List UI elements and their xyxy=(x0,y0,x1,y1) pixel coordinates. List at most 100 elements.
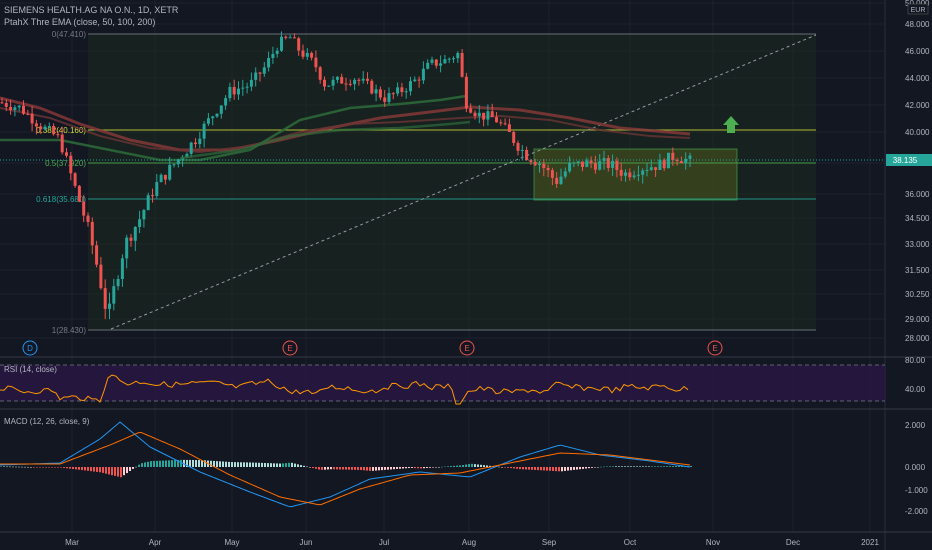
macd-histogram-bar xyxy=(510,467,512,469)
macd-histogram-bar xyxy=(546,467,548,471)
macd-histogram-bar xyxy=(657,466,659,467)
macd-histogram-bar xyxy=(117,467,119,477)
macd-histogram-bar xyxy=(333,467,335,470)
consolidation-box[interactable] xyxy=(533,148,738,201)
macd-histogram-bar xyxy=(567,467,569,471)
macd-histogram-bar xyxy=(432,467,434,468)
macd-histogram-bar xyxy=(450,466,452,467)
candle-body xyxy=(426,62,430,69)
candle-body xyxy=(22,105,25,114)
candle-body xyxy=(172,164,176,166)
fib-lines: 0(47.410) 0.382(40.160) 0.5(37.920) 0.618(3… xyxy=(36,30,816,335)
macd-histogram-bar xyxy=(141,463,143,467)
macd-axis[interactable]: 2.000 0.000 -1.000 -2.000 xyxy=(905,421,928,516)
macd-histogram-bar xyxy=(558,467,560,472)
macd-histogram-bar xyxy=(237,462,239,467)
macd-histogram-bar xyxy=(306,466,308,468)
macd-histogram-bar xyxy=(477,464,479,467)
macd-histogram-bar xyxy=(660,466,662,467)
macd-histogram-bar xyxy=(3,466,5,468)
macd-histogram-bar xyxy=(441,466,443,468)
price-tick-label: 46.000 xyxy=(905,47,930,56)
candle-body xyxy=(675,160,679,162)
candle-body xyxy=(430,59,434,63)
macd-histogram-bar xyxy=(294,463,296,467)
candle-body xyxy=(434,59,438,66)
macd-histogram-bar xyxy=(0,466,2,467)
candle-body xyxy=(366,78,369,81)
macd-histogram-bar xyxy=(48,467,50,468)
macd-histogram-bar xyxy=(351,467,353,470)
macd-histogram-bar xyxy=(102,467,104,473)
macd-histogram-bar xyxy=(363,467,365,471)
macd-histogram-bar xyxy=(51,467,53,468)
macd-histogram-bar xyxy=(507,467,509,468)
candle-body xyxy=(224,98,228,106)
macd-histogram-bar xyxy=(666,466,668,467)
candle-body xyxy=(576,161,580,163)
candle-body xyxy=(684,158,688,164)
candle-body xyxy=(503,123,507,125)
macd-histogram-bar xyxy=(21,466,23,468)
macd-histogram-bar xyxy=(456,465,458,467)
candle-body xyxy=(490,111,494,118)
currency-label: EUR xyxy=(911,7,926,14)
candle-body xyxy=(138,219,142,228)
candle-body xyxy=(215,113,219,117)
candle-body xyxy=(546,167,550,171)
candle-body xyxy=(327,85,331,87)
macd-histogram-bar xyxy=(522,467,524,470)
macd-histogram-bar xyxy=(18,466,20,468)
macd-histogram-bar xyxy=(342,467,344,470)
candle-body xyxy=(168,164,172,180)
candle-body xyxy=(439,63,443,66)
candle-body xyxy=(241,87,245,89)
time-axis[interactable]: Mar Apr May Jun Jul Aug Sep Oct Nov Dec 2021 xyxy=(65,538,879,547)
macd-histogram-bar xyxy=(45,467,47,468)
macd-histogram-bar xyxy=(411,467,413,468)
macd-histogram-bar xyxy=(303,465,305,467)
candle-body xyxy=(112,286,116,304)
macd-histogram-bar xyxy=(360,467,362,471)
macd-histogram-bar xyxy=(165,460,167,467)
macd-histogram-bar xyxy=(369,467,371,471)
candle-body xyxy=(662,159,666,169)
candle-body xyxy=(632,175,636,178)
macd-histogram-bar xyxy=(678,466,680,467)
event-marker-label: D xyxy=(27,344,33,353)
macd-histogram-bar xyxy=(636,466,638,467)
candle-body xyxy=(636,174,640,176)
macd-histogram-bar xyxy=(15,466,17,468)
macd-histogram-bar xyxy=(324,467,326,470)
macd-histogram-bar xyxy=(189,459,191,467)
rsi-line xyxy=(0,374,689,405)
macd-histogram-bar xyxy=(87,467,89,471)
macd-histogram-bar xyxy=(576,467,578,470)
candle-body xyxy=(280,36,283,51)
candle-body xyxy=(404,91,408,93)
macd-histogram-bar xyxy=(198,460,200,467)
fib-level-label: 1(28.430) xyxy=(52,326,87,335)
macd-histogram-bar xyxy=(519,467,521,470)
candle-body xyxy=(658,159,662,171)
candle-body xyxy=(310,52,314,58)
candle-body xyxy=(254,72,258,80)
macd-histogram-bar xyxy=(387,467,389,470)
macd-histogram-bar xyxy=(420,467,422,469)
candle-body xyxy=(108,303,111,309)
macd-histogram-bar xyxy=(291,462,293,467)
candle-body xyxy=(374,89,378,94)
candle-body xyxy=(13,107,17,110)
macd-histogram-bar xyxy=(588,467,590,469)
candle-body xyxy=(649,167,653,170)
event-marker xyxy=(707,340,723,356)
candle-body xyxy=(34,123,38,127)
macd-histogram-bar xyxy=(489,465,491,467)
trend-line[interactable] xyxy=(110,34,817,330)
macd-histogram-bar xyxy=(285,463,287,467)
macd-histogram-bar xyxy=(348,467,350,470)
candle-body xyxy=(348,83,352,85)
macd-histogram-bar xyxy=(372,467,374,471)
